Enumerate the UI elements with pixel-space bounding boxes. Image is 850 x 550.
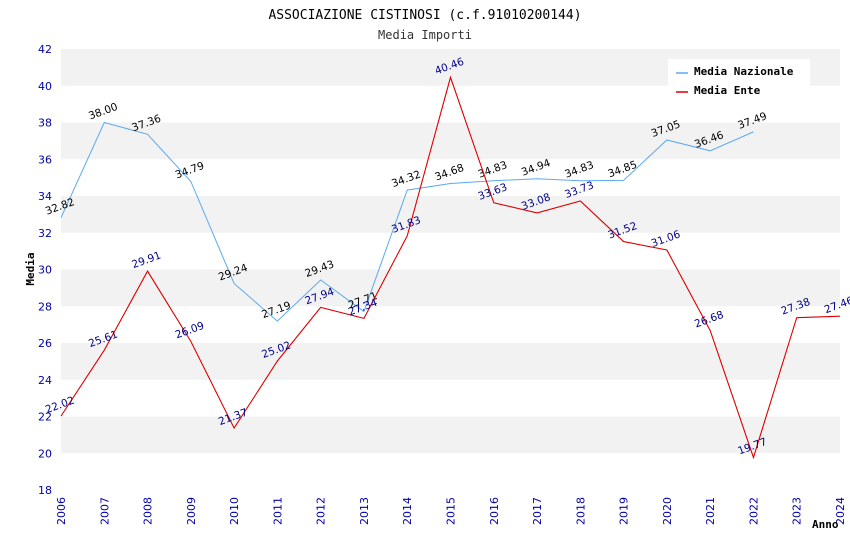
x-tick-label: 2010 xyxy=(228,497,241,525)
grid-band xyxy=(61,453,840,490)
y-tick-label: 26 xyxy=(38,337,52,350)
y-tick-label: 20 xyxy=(38,447,52,460)
legend-label-media-nazionale: Media Nazionale xyxy=(694,65,794,78)
y-tick-label: 32 xyxy=(38,227,52,240)
x-tick-label: 2012 xyxy=(315,497,328,525)
x-tick-label: 2011 xyxy=(271,497,284,525)
y-axis-ticks: 18 20 22 24 26 28 30 32 34 36 38 40 42 xyxy=(38,43,52,497)
x-tick-label: 2006 xyxy=(55,497,68,525)
chart-subtitle: Media Importi xyxy=(378,28,472,42)
grid-band xyxy=(61,232,840,270)
x-tick-label: 2009 xyxy=(185,497,198,525)
x-tick-label: 2018 xyxy=(574,497,587,525)
legend: Media Nazionale Media Ente xyxy=(668,59,810,99)
x-tick-label: 2015 xyxy=(445,497,458,525)
y-tick-label: 38 xyxy=(38,117,52,130)
x-axis-title: Anno xyxy=(812,518,839,531)
grid-band xyxy=(61,159,840,196)
x-tick-label: 2022 xyxy=(747,497,760,525)
y-tick-label: 30 xyxy=(38,264,52,277)
y-tick-label: 40 xyxy=(38,80,52,93)
series-line-media-nazionale xyxy=(60,121,754,322)
y-tick-label: 18 xyxy=(38,484,52,497)
x-axis-ticks: 2006 2007 2008 2009 2010 2011 2012 2013 2014 2015… xyxy=(55,497,847,525)
y-axis-title: Media xyxy=(24,252,37,285)
grid-bands xyxy=(61,49,840,490)
x-tick-label: 2017 xyxy=(531,497,544,525)
x-tick-label: 2008 xyxy=(142,497,155,525)
x-tick-label: 2020 xyxy=(661,497,674,525)
grid-band xyxy=(61,416,840,454)
x-tick-label: 2014 xyxy=(401,497,414,525)
series-line-media-ente xyxy=(60,75,841,460)
grid-band xyxy=(61,379,840,417)
legend-label-media-ente: Media Ente xyxy=(694,84,761,97)
x-tick-label: 2023 xyxy=(791,497,804,525)
y-tick-label: 28 xyxy=(38,300,52,313)
x-tick-label: 2019 xyxy=(618,497,631,525)
grid-band xyxy=(61,343,840,380)
y-tick-label: 34 xyxy=(38,190,52,203)
chart-title: ASSOCIAZIONE CISTINOSI (c.f.91010200144) xyxy=(268,8,581,23)
grid-band xyxy=(61,269,840,307)
grid-band xyxy=(61,196,840,233)
grid-band xyxy=(61,306,840,343)
y-tick-label: 36 xyxy=(38,153,52,166)
x-tick-label: 2021 xyxy=(704,497,717,525)
legend-box xyxy=(668,59,810,99)
x-tick-label: 2016 xyxy=(488,497,501,525)
x-tick-label: 2024 xyxy=(834,497,847,525)
x-tick-label: 2013 xyxy=(358,497,371,525)
y-tick-label: 24 xyxy=(38,374,52,387)
x-tick-label: 2007 xyxy=(98,497,111,525)
y-tick-label: 42 xyxy=(38,43,52,56)
y-tick-label: 22 xyxy=(38,411,52,424)
grid-band xyxy=(61,122,840,160)
